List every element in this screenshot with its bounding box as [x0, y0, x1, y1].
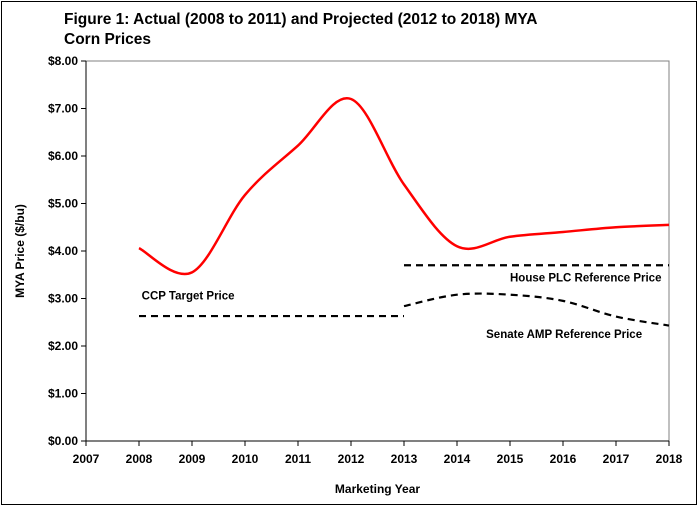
x-tick-label: 2010	[232, 452, 259, 466]
y-tick-label: $8.00	[48, 54, 78, 68]
x-tick-label: 2014	[444, 452, 471, 466]
y-tick-label: $1.00	[48, 387, 78, 401]
x-axis-title: Marketing Year	[335, 482, 420, 496]
y-tick-label: $6.00	[48, 149, 78, 163]
y-tick-label: $3.00	[48, 292, 78, 306]
series-layer	[138, 97, 670, 327]
x-tick-label: 2018	[656, 452, 683, 466]
house-plc-reference-label: House PLC Reference Price	[510, 272, 661, 284]
senate-amp-reference-label: Senate AMP Reference Price	[486, 329, 642, 341]
y-axis-title: MYA Price ($/bu)	[13, 204, 27, 298]
x-tick-label: 2012	[338, 452, 365, 466]
x-tick-label: 2016	[550, 452, 577, 466]
y-tick-label: $4.00	[48, 244, 78, 258]
y-tick-label: $7.00	[48, 102, 78, 116]
chart-title-line-2: Corn Prices	[64, 31, 152, 48]
y-tick-label: $0.00	[48, 434, 78, 448]
chart-title: Figure 1: Actual (2008 to 2011) and Proj…	[64, 10, 664, 50]
x-tick-label: 2017	[603, 452, 630, 466]
x-tick-label: 2007	[73, 452, 100, 466]
x-tick-label: 2009	[179, 452, 206, 466]
ccp-target-price-label: CCP Target Price	[142, 290, 235, 302]
y-tick-label: $5.00	[48, 197, 78, 211]
x-tick-label: 2011	[285, 452, 311, 466]
y-tick-label: $2.00	[48, 339, 78, 353]
mya-price-line	[138, 97, 670, 276]
axes: 2007 2008 2009 2010 2011 2012 2013 2014 2015 2016…	[48, 54, 683, 466]
chart-title-line-1: Figure 1: Actual (2008 to 2011) and Proj…	[64, 11, 538, 28]
x-tick-label: 2008	[126, 452, 153, 466]
x-tick-label: 2013	[391, 452, 418, 466]
senate-amp-reference-line	[403, 292, 670, 327]
annotation-layer: CCP Target Price House PLC Reference Pric…	[142, 272, 662, 341]
x-tick-label: 2015	[497, 452, 524, 466]
plot-area	[85, 60, 670, 442]
